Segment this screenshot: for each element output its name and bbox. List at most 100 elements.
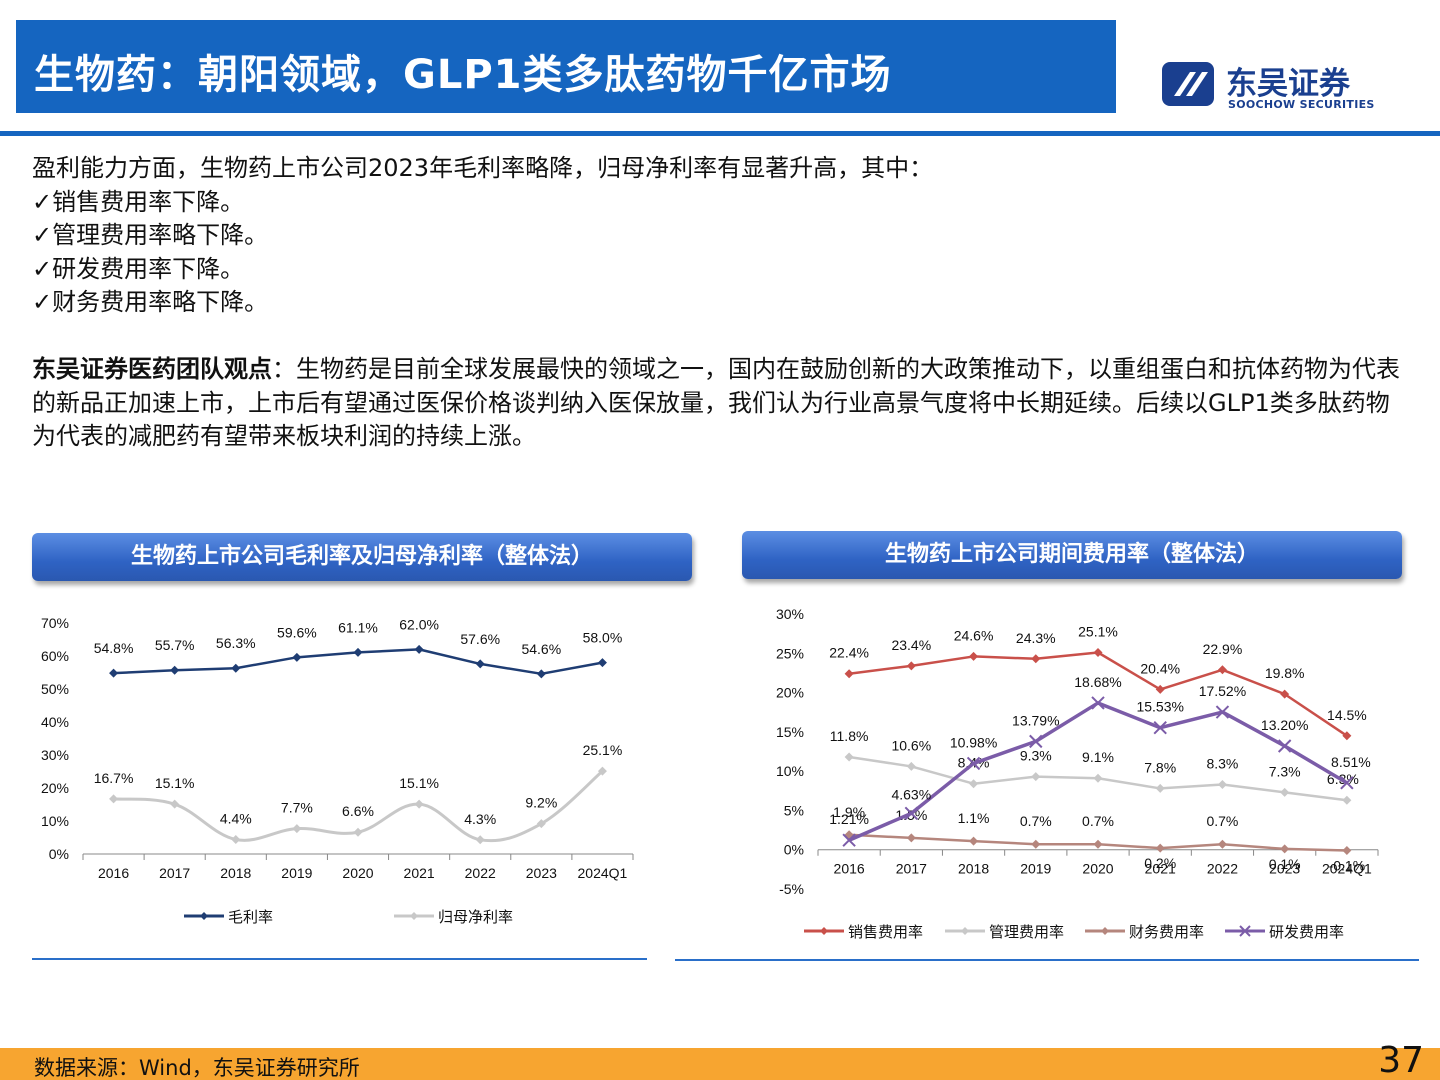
data-point: [1155, 843, 1165, 853]
y-tick-label: 10%: [41, 813, 69, 829]
y-tick-label: 0%: [49, 846, 69, 862]
y-tick-label: 30%: [776, 606, 804, 622]
data-point: [414, 644, 424, 654]
data-label: 25.1%: [1078, 624, 1118, 640]
profit-margin-chart: 0% 10% 20% 30% 40% 50% 60% 70% 2016 2017 2018 2019 2…: [41, 615, 634, 926]
x-tick-label: 2017: [159, 865, 190, 881]
expense-ratio-chart: -5% 0% 5% 10% 15% 20% 25% 30% 2016 2017 2018 2019 20…: [776, 606, 1379, 941]
data-point: [904, 806, 919, 821]
logo-english-name: SOOCHOW SECURITIES: [1228, 98, 1375, 111]
data-point: [1091, 696, 1105, 710]
data-point: [353, 827, 363, 837]
y-tick-label: 10%: [776, 763, 804, 779]
data-source: 数据来源：Wind，东吴证券研究所: [34, 1056, 360, 1080]
x-tick-label: 2023: [1269, 861, 1300, 877]
data-point: [536, 669, 546, 679]
legend-label: 财务费用率: [1129, 924, 1204, 941]
data-label: 54.8%: [94, 640, 134, 656]
data-point: [969, 779, 979, 789]
data-label: 54.6%: [521, 641, 561, 657]
legend-marker: [961, 927, 969, 935]
data-label: 62.0%: [399, 616, 439, 632]
data-point: [969, 836, 979, 846]
data-point: [231, 663, 241, 673]
data-point: [170, 665, 180, 675]
right-chart-title: 生物药上市公司期间费用率（整体法）: [742, 531, 1402, 579]
analyst-view-label: 东吴证券医药团队观点: [32, 355, 272, 383]
data-point: [597, 766, 607, 776]
data-point: [1215, 705, 1230, 719]
legend-label: 销售费用率: [848, 924, 923, 941]
legend-label: 研发费用率: [1269, 924, 1344, 941]
data-point: [1031, 654, 1041, 664]
right-chart-divider: [675, 959, 1419, 961]
data-label: 10.6%: [891, 737, 931, 753]
data-label: 15.1%: [155, 775, 195, 791]
x-tick-label: 2022: [1207, 861, 1238, 877]
data-point: [842, 833, 856, 847]
page-number: 37: [1378, 1040, 1424, 1080]
data-point: [969, 651, 979, 661]
data-label: 0.7%: [1082, 813, 1114, 829]
x-tick-label: 2018: [958, 861, 989, 877]
data-point: [906, 661, 916, 671]
data-label: 18.68%: [1074, 674, 1121, 690]
data-point: [597, 658, 607, 668]
data-point: [475, 659, 485, 669]
data-label: 4.3%: [464, 811, 496, 827]
data-point: [844, 752, 854, 762]
legend-marker: [820, 927, 828, 935]
data-point: [1217, 780, 1227, 789]
data-label: 9.2%: [525, 795, 557, 811]
x-tick-label: 2021: [1145, 861, 1176, 877]
data-label: 13.20%: [1261, 717, 1308, 733]
y-tick-label: 15%: [776, 724, 804, 740]
x-tick-label: 2024Q1: [1322, 861, 1372, 877]
data-label: 20.4%: [1140, 660, 1180, 676]
legend-marker: [410, 912, 418, 920]
data-point: [1342, 731, 1352, 741]
data-label: 9.3%: [1020, 748, 1052, 764]
x-tick-label: 2019: [281, 865, 312, 881]
data-point: [231, 834, 241, 844]
analyst-view-text: ：生物药是目前全球发展最快的领域之一，国内在鼓励创新的大政策推动下，以重组蛋白和…: [32, 355, 1400, 450]
y-tick-label: 60%: [41, 648, 69, 664]
data-label: 15.53%: [1136, 699, 1183, 715]
data-point: [906, 833, 916, 843]
data-point: [844, 669, 854, 679]
data-label: 17.52%: [1199, 683, 1246, 699]
data-point: [966, 756, 981, 771]
x-tick-label: 2018: [220, 865, 251, 881]
data-label: 0.7%: [1020, 813, 1052, 829]
data-point: [170, 799, 180, 809]
y-tick-label: 20%: [41, 780, 69, 796]
x-tick-label: 2023: [526, 865, 557, 881]
data-label: 7.3%: [1269, 763, 1301, 779]
data-label: 15.1%: [399, 775, 439, 791]
data-label: 24.3%: [1016, 630, 1056, 646]
legend-label: 管理费用率: [989, 924, 1064, 941]
body-text: 盈利能力方面，生物药上市公司2023年毛利率略降，归母净利率有显著升高，其中： …: [32, 152, 1412, 454]
intro-paragraph: 盈利能力方面，生物药上市公司2023年毛利率略降，归母净利率有显著升高，其中：: [32, 154, 934, 182]
data-point: [1029, 734, 1043, 749]
data-label: 13.79%: [1012, 712, 1059, 728]
legend-label: 归母净利率: [438, 909, 513, 926]
data-label: 4.4%: [220, 810, 252, 826]
data-point: [536, 819, 546, 829]
data-label: -0.1%: [1329, 858, 1366, 874]
data-label: 6.6%: [342, 803, 374, 819]
data-point: [1277, 739, 1292, 753]
bullet-item: ✓财务费用率略下降。: [32, 288, 269, 316]
company-logo: 东吴证券 SOOCHOW SECURITIES: [1160, 58, 1410, 114]
data-label: 19.8%: [1265, 665, 1305, 681]
data-label: 0.2%: [1144, 855, 1176, 871]
x-tick-label: 2016: [834, 861, 865, 877]
data-label: 1.21%: [829, 811, 869, 827]
x-tick-label: 2021: [404, 865, 435, 881]
series-line: [113, 770, 604, 843]
y-tick-label: -5%: [779, 881, 804, 897]
data-label: 23.4%: [891, 637, 931, 653]
data-point: [1155, 684, 1165, 694]
data-label: 9.1%: [1082, 749, 1114, 765]
legend-marker: [200, 912, 208, 920]
